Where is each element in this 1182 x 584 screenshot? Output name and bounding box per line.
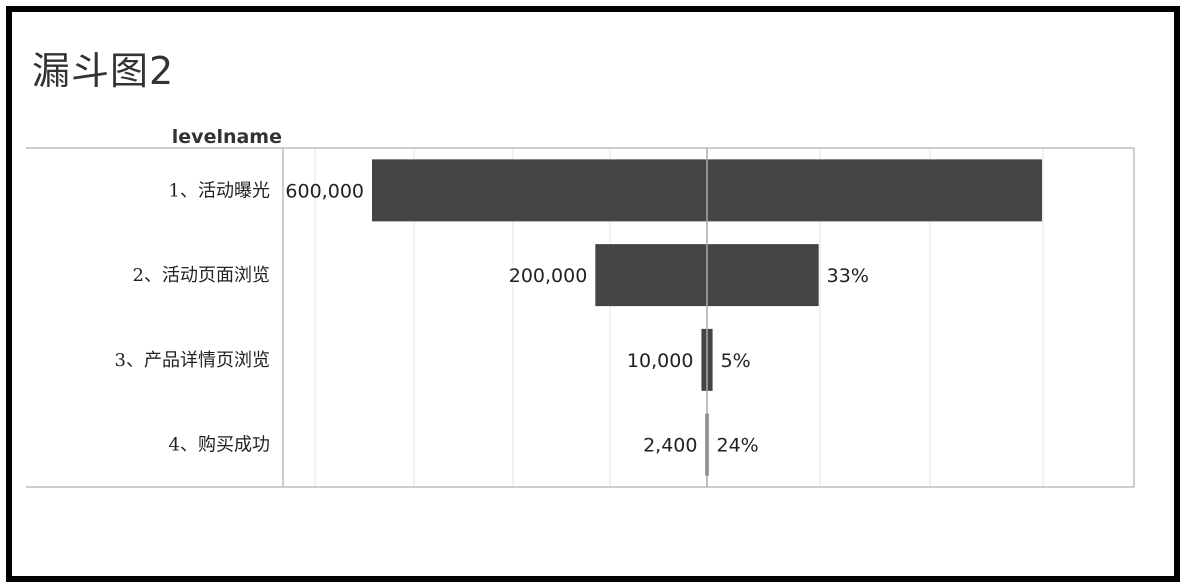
value-label: 2,400 bbox=[643, 435, 697, 457]
category-label: 1、活动曝光 bbox=[169, 180, 270, 201]
chart-title: 漏斗图2 bbox=[32, 49, 175, 93]
funnel-chart: 1、活动曝光 600,000 2、活动页面浏览 200,000 33% 3、产品详情页浏览… bbox=[26, 147, 1135, 488]
value-label: 200,000 bbox=[509, 265, 588, 287]
category-label: 2、活动页面浏览 bbox=[133, 265, 270, 286]
category-label: 4、购买成功 bbox=[169, 435, 270, 456]
category-label: 3、产品详情页浏览 bbox=[115, 350, 270, 371]
row-header-label: levelname bbox=[171, 126, 282, 148]
chart-frame: 漏斗图2 levelname 1、活动曝光 600,000 2、活动页面浏览 200,… bbox=[6, 6, 1180, 582]
conversion-label: 33% bbox=[827, 265, 869, 287]
value-label: 10,000 bbox=[627, 350, 693, 372]
conversion-label: 5% bbox=[721, 350, 751, 372]
value-label: 600,000 bbox=[285, 180, 364, 202]
conversion-label: 24% bbox=[717, 435, 759, 457]
